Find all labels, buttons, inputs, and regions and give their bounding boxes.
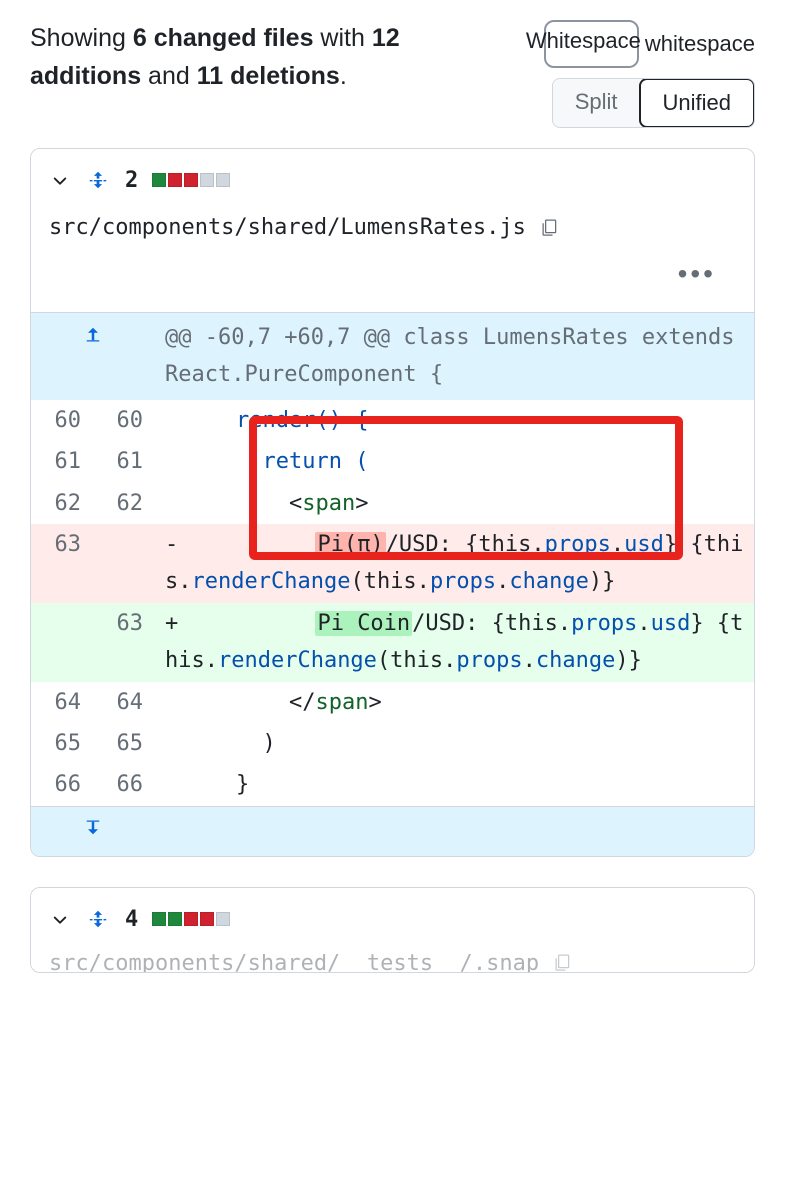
diff-line: 61 61 return ( [31,441,754,482]
diff-table: @@ -60,7 +60,7 @@ class LumensRates exte… [31,312,754,856]
inline-add-highlight: Pi Coin [315,611,412,636]
diff-file-header: 2 src/components/shared/LumensRates.js •… [31,149,754,312]
diffstat-squares [152,912,230,926]
diff-line: 65 65 ) [31,723,754,764]
collapse-toggle-icon[interactable] [49,908,71,930]
diff-line-addition: 63 + Pi Coin/USD: {this.props.usd} {this… [31,603,754,682]
diffstat-square [168,173,182,187]
diff-code: <span> [155,483,754,524]
summary-and: and [141,62,197,90]
file-path-row: src/components/shared/__tests__/.snap [49,954,736,972]
diff-file-header: 4 src/components/shared/__tests__/.snap [31,888,754,972]
line-num-new[interactable]: 63 [93,603,155,682]
file-path[interactable]: src/components/shared/LumensRates.js [49,215,526,240]
file-menu-icon[interactable]: ••• [49,240,736,302]
expand-placeholder [155,806,754,856]
copy-path-icon[interactable] [553,954,575,972]
expand-down-icon[interactable] [31,806,155,856]
diffstat-square [200,173,214,187]
diff-line: 62 62 <span> [31,483,754,524]
diff-code: </span> [155,682,754,723]
file-path-row: src/components/shared/LumensRates.js [49,215,736,240]
whitespace-label: whitespace [645,31,755,57]
copy-path-icon[interactable] [540,217,562,239]
line-num-old[interactable]: 63 [31,524,93,603]
summary-mid: with [313,24,371,52]
summary-suffix: . [340,62,347,90]
diffstat-square [200,912,214,926]
diffstat-square [216,912,230,926]
diff-code: ) [155,723,754,764]
whitespace-label-overlay: Whitespace [526,28,641,54]
split-view-button[interactable]: Split [553,79,640,127]
diffstat-square [216,173,230,187]
diff-file: 4 src/components/shared/__tests__/.snap [30,887,755,973]
line-num-old[interactable]: 65 [31,723,93,764]
diff-code: + Pi Coin/USD: {this.props.usd} {this.re… [155,603,754,682]
line-num-new[interactable]: 60 [93,400,155,441]
expand-all-icon[interactable] [85,167,111,193]
line-num-old[interactable]: 66 [31,764,93,806]
summary-files: 6 changed files [133,24,314,52]
diff-file: 2 src/components/shared/LumensRates.js •… [30,148,755,857]
diff-code: - Pi(π)/USD: {this.props.usd} {this.rend… [155,524,754,603]
file-header-meta: 2 [49,167,736,193]
inline-del-highlight: Pi(π) [315,532,385,557]
file-header-meta: 4 [49,906,736,932]
summary-prefix: Showing [30,24,133,52]
line-num-new[interactable]: 65 [93,723,155,764]
diff-summary-text: Showing 6 changed files with 12 addition… [30,20,450,95]
diff-line: 64 64 </span> [31,682,754,723]
line-num-new[interactable]: 62 [93,483,155,524]
diffstat-square [152,912,166,926]
expand-down-row [31,806,754,856]
diffstat-square [184,912,198,926]
line-num-old[interactable]: 61 [31,441,93,482]
diffstat-squares [152,173,230,187]
file-change-count: 4 [125,907,138,932]
diffstat-square [184,173,198,187]
diff-view-toggle: Split Unified [552,78,755,128]
collapse-toggle-icon[interactable] [49,169,71,191]
summary-deletions: 11 deletions [197,62,340,90]
diff-line: 66 66 } [31,764,754,806]
file-change-count: 2 [125,168,138,193]
line-num-old[interactable]: 60 [31,400,93,441]
expand-all-icon[interactable] [85,906,111,932]
hunk-header-text: @@ -60,7 +60,7 @@ class LumensRates exte… [155,313,754,400]
diff-controls: Whitespace whitespace Split Unified [544,20,755,128]
diff-line: 60 60 render() { [31,400,754,441]
line-num-old [31,603,93,682]
file-path[interactable]: src/components/shared/__tests__/.snap [49,954,539,972]
diffstat-square [152,173,166,187]
expand-up-icon[interactable] [31,313,155,400]
diff-code: return ( [155,441,754,482]
unified-view-button[interactable]: Unified [639,78,755,128]
hunk-header-row: @@ -60,7 +60,7 @@ class LumensRates exte… [31,313,754,400]
line-num-new[interactable]: 66 [93,764,155,806]
line-num-new[interactable]: 64 [93,682,155,723]
diff-code: render() { [155,400,754,441]
line-num-new[interactable]: 61 [93,441,155,482]
diff-body: @@ -60,7 +60,7 @@ class LumensRates exte… [31,312,754,856]
line-num-old[interactable]: 62 [31,483,93,524]
line-num-new [93,524,155,603]
whitespace-toggle[interactable]: Whitespace whitespace [544,20,755,68]
line-num-old[interactable]: 64 [31,682,93,723]
diffstat-square [168,912,182,926]
diff-summary-bar: Showing 6 changed files with 12 addition… [30,20,755,128]
diff-line-deletion: 63 - Pi(π)/USD: {this.props.usd} {this.r… [31,524,754,603]
diff-code: } [155,764,754,806]
